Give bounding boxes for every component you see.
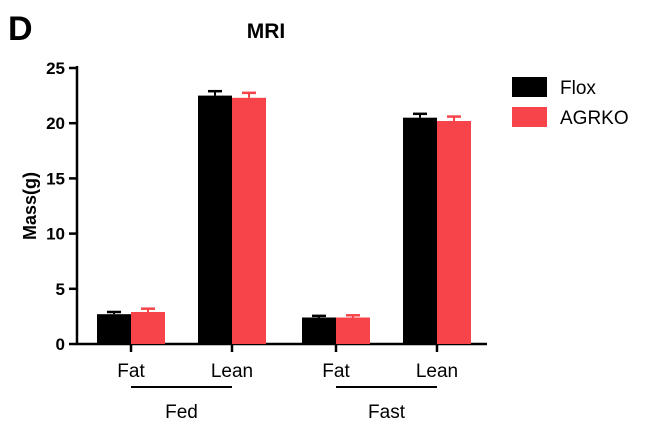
bar-flox-1 (198, 95, 232, 344)
group-labels: Fed Fast (131, 386, 437, 423)
bar-agrko-3 (437, 120, 471, 344)
bar-flox-3 (403, 117, 437, 345)
x-tick-label: Lean (211, 361, 253, 382)
x-tick-label: Fat (117, 361, 145, 382)
y-tick-label: 5 (56, 280, 65, 299)
y-axis-label: Mass(g) (20, 172, 40, 240)
legend-label-agrko: AGRKO (560, 108, 629, 129)
panel-letter: D (8, 10, 33, 48)
bar-agrko-0 (131, 311, 165, 344)
bar-flox-2 (302, 317, 336, 344)
y-tick-label: 15 (46, 169, 65, 188)
bars (97, 89, 471, 345)
legend-swatch-agrko (512, 107, 547, 127)
y-tick-label: 10 (46, 225, 65, 244)
y-ticks: 0 5 10 15 20 25 (46, 59, 77, 354)
legend-label-flox: Flox (560, 78, 596, 99)
x-ticks: Fat Lean Fat Lean (117, 344, 458, 382)
x-tick-label: Fat (322, 361, 350, 382)
chart-title: MRI (247, 20, 286, 43)
legend-swatch-flox (512, 77, 547, 97)
y-tick-label: 25 (46, 59, 65, 78)
y-tick-label: 20 (46, 114, 65, 133)
bar-agrko-2 (336, 317, 370, 344)
bar-agrko-1 (232, 97, 266, 344)
y-tick-label: 0 (56, 335, 65, 354)
legend: Flox AGRKO (512, 77, 629, 129)
group-label-fast: Fast (368, 402, 406, 423)
bar-flox-0 (97, 314, 131, 344)
x-tick-label: Lean (416, 361, 458, 382)
group-label-fed: Fed (165, 402, 198, 423)
